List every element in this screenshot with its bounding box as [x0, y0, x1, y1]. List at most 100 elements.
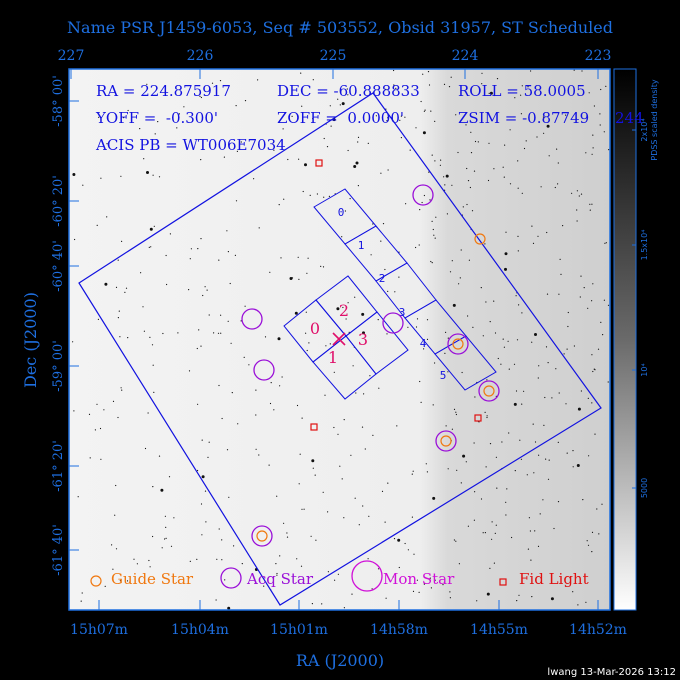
bottom-axis-tick: 14h58m: [370, 622, 428, 638]
background-star: [153, 391, 155, 393]
background-star: [112, 400, 115, 402]
background-star: [501, 441, 503, 443]
background-star: [235, 105, 237, 107]
background-star: [188, 289, 190, 291]
background-star: [164, 515, 166, 517]
background-star: [474, 491, 476, 493]
background-star: [196, 347, 198, 350]
background-star: [461, 371, 463, 374]
background-star: [477, 141, 479, 143]
background-star: [73, 410, 75, 412]
background-star: [301, 508, 303, 510]
background-star: [591, 203, 593, 205]
background-star: [497, 357, 499, 360]
background-star: [312, 79, 314, 81]
fid-light: [474, 414, 482, 422]
background-star: [514, 470, 516, 472]
acis-i-label-1: 1: [328, 348, 338, 367]
background-star: [587, 397, 589, 399]
background-star: [592, 134, 594, 136]
background-star: [520, 94, 522, 96]
background-star: [578, 195, 580, 197]
background-star: [545, 458, 547, 460]
background-star: [361, 312, 365, 316]
background-star: [229, 282, 231, 285]
background-star: [577, 407, 581, 411]
background-star: [594, 433, 596, 435]
background-star: [543, 132, 545, 134]
background-star: [165, 254, 167, 257]
background-star: [576, 190, 579, 192]
background-star: [166, 283, 168, 286]
background-star: [355, 392, 357, 394]
background-star: [504, 252, 508, 256]
background-star: [599, 124, 601, 126]
background-star: [300, 72, 302, 74]
background-star: [80, 600, 82, 602]
background-star: [591, 402, 593, 404]
background-star: [323, 137, 325, 140]
acis-s-label-3: 3: [399, 306, 406, 319]
background-star: [424, 109, 426, 111]
background-star: [276, 495, 278, 497]
background-star: [565, 585, 567, 587]
top-axis-tick: 223: [585, 48, 612, 64]
background-star: [120, 387, 122, 389]
background-star: [455, 411, 457, 413]
acis-i-array: [283, 275, 409, 400]
background-star: [327, 511, 329, 513]
background-star: [349, 198, 351, 200]
background-star: [544, 396, 546, 399]
guide-star: [256, 530, 268, 542]
background-star: [432, 404, 434, 406]
background-star: [393, 84, 395, 86]
background-star: [533, 472, 535, 474]
background-star: [466, 203, 468, 206]
background-star: [447, 337, 449, 339]
guide-star-legend-icon: [90, 575, 102, 587]
background-star: [404, 542, 406, 545]
background-star: [72, 173, 76, 176]
background-star: [286, 536, 289, 538]
y-axis-label: Dec (J2000): [21, 292, 40, 388]
background-star: [398, 566, 400, 569]
background-star: [148, 246, 150, 248]
background-star: [324, 394, 326, 396]
background-star: [536, 136, 538, 138]
background-star: [170, 545, 173, 547]
background-star: [543, 424, 545, 426]
background-star: [387, 482, 389, 484]
background-star: [602, 334, 604, 336]
bottom-axis-tick: 15h04m: [171, 622, 229, 638]
left-axis-tick: -59° 00': [51, 340, 66, 392]
background-star: [334, 579, 336, 581]
background-star: [423, 194, 425, 197]
background-star: [591, 354, 593, 356]
background-star: [283, 198, 285, 200]
background-star: [444, 352, 446, 354]
footer-timestamp: lwang 13-Mar-2026 13:12: [547, 667, 676, 678]
background-star: [367, 142, 369, 144]
background-star: [482, 532, 484, 534]
background-star: [521, 192, 523, 194]
background-star: [546, 293, 549, 295]
background-star: [442, 584, 444, 586]
background-star: [347, 302, 349, 304]
background-star: [343, 419, 345, 421]
background-star: [149, 227, 153, 231]
background-star: [377, 568, 380, 570]
background-star: [469, 186, 471, 189]
background-star: [534, 441, 537, 443]
background-star: [508, 432, 510, 434]
background-star: [587, 544, 590, 546]
background-star: [555, 368, 557, 370]
background-star: [504, 267, 507, 271]
background-star: [371, 588, 373, 590]
background-star: [237, 423, 239, 425]
background-star: [234, 254, 236, 256]
background-star: [286, 532, 288, 534]
background-star: [393, 69, 395, 72]
background-star: [341, 478, 343, 480]
background-star: [372, 434, 374, 436]
background-star: [603, 299, 606, 301]
